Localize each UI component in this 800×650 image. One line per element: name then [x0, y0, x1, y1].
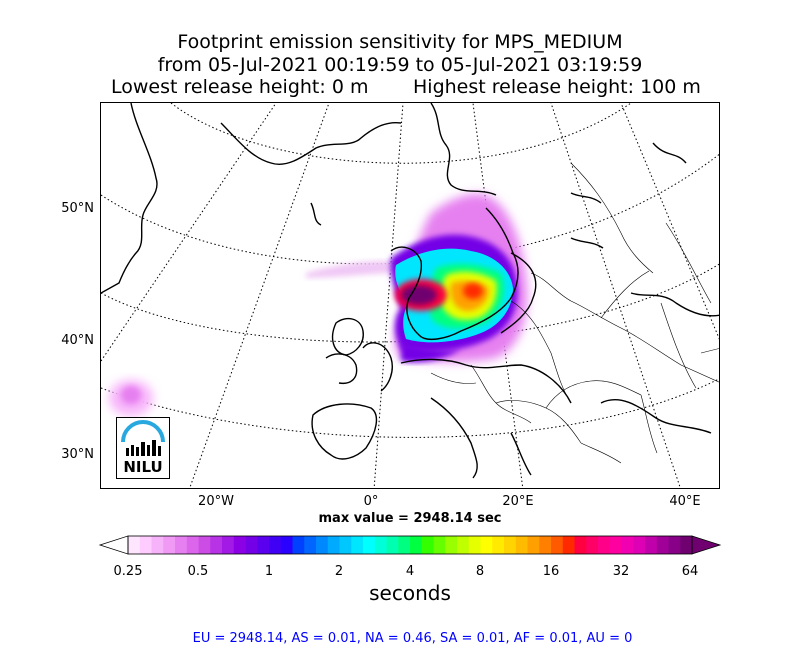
- colorbar-cells: [128, 536, 693, 554]
- colorbar-cell: [245, 536, 258, 554]
- colorbar: [98, 535, 722, 555]
- latitude-circle-60n: [101, 153, 719, 265]
- colorbar-cell: [668, 536, 681, 554]
- colorbar-cell: [398, 536, 411, 554]
- colorbar-cell: [645, 536, 658, 554]
- colorbar-cell: [269, 536, 282, 554]
- colorbar-cell: [468, 536, 481, 554]
- colorbar-cell: [457, 536, 470, 554]
- colorbar-tick-64: 64: [681, 564, 699, 579]
- region-totals: EU = 2948.14, AS = 0.01, NA = 0.46, SA =…: [192, 631, 633, 646]
- lon-label-0: 0°: [363, 494, 379, 509]
- colorbar-cell: [433, 536, 446, 554]
- meridian-60e: [620, 103, 719, 340]
- colorbar-cell: [151, 536, 164, 554]
- lon-label-40e: 40°E: [669, 494, 701, 509]
- colorbar-cell: [186, 536, 199, 554]
- colorbar-cell: [222, 536, 235, 554]
- colorbar-cell: [609, 536, 622, 554]
- colorbar-cell: [316, 536, 329, 554]
- meridian-0: [373, 103, 404, 488]
- colorbar-cell: [351, 536, 364, 554]
- colorbar-cell: [598, 536, 611, 554]
- colorbar-cell: [527, 536, 540, 554]
- colorbar-cell: [339, 536, 352, 554]
- colorbar-cell: [445, 536, 458, 554]
- colorbar-tick-0.5: 0.5: [187, 564, 209, 579]
- colorbar-cell: [175, 536, 188, 554]
- meridian-20e: [472, 103, 524, 488]
- colorbar-label: seconds: [369, 581, 451, 605]
- colorbar-cell: [163, 536, 176, 554]
- colorbar-cell: [621, 536, 634, 554]
- colorbar-cell: [233, 536, 246, 554]
- colorbar-tick-32: 32: [612, 564, 630, 579]
- colorbar-frame: [127, 535, 693, 555]
- map-title: Footprint emission sensitivity for MPS_M…: [177, 31, 623, 53]
- colorbar-tick-1: 1: [264, 564, 274, 579]
- colorbar-cell: [139, 536, 152, 554]
- colorbar-cell: [128, 536, 141, 554]
- colorbar-tick-4: 4: [405, 564, 415, 579]
- latitude-circle-40n: [101, 378, 719, 438]
- colorbar-cell: [633, 536, 646, 554]
- colorbar-cell: [363, 536, 376, 554]
- nilu-logo: NILU: [116, 417, 170, 479]
- borders: [430, 162, 719, 464]
- lat-label-30n: 30°N: [61, 447, 94, 462]
- colorbar-cell: [586, 536, 599, 554]
- coastlines: [101, 103, 719, 479]
- highest-release-height: Highest release height: 100 m: [413, 76, 701, 98]
- colorbar-cell: [280, 536, 293, 554]
- meridian-40e: [550, 103, 681, 488]
- map-panel[interactable]: [100, 102, 720, 489]
- colorbar-extend-high: [691, 535, 722, 555]
- colorbar-cell: [656, 536, 669, 554]
- lon-label-20w: 20°W: [198, 494, 234, 509]
- colorbar-cell: [421, 536, 434, 554]
- meridian-40w: [101, 103, 277, 362]
- colorbar-cell: [551, 536, 564, 554]
- meridian-20w: [189, 103, 330, 488]
- colorbar-cell: [210, 536, 223, 554]
- lat-label-40n: 40°N: [61, 333, 94, 348]
- nilu-logo-text: NILU: [123, 458, 163, 476]
- colorbar-cell: [515, 536, 528, 554]
- map-time-range: from 05-Jul-2021 00:19:59 to 05-Jul-2021…: [157, 54, 643, 76]
- colorbar-cell: [504, 536, 517, 554]
- colorbar-extend-low: [98, 535, 129, 555]
- colorbar-cell: [304, 536, 317, 554]
- colorbar-cell: [292, 536, 305, 554]
- lat-label-50n: 50°N: [61, 201, 94, 216]
- footprint-plume: [109, 193, 528, 416]
- graticule: [101, 103, 719, 488]
- colorbar-tick-16: 16: [542, 564, 560, 579]
- colorbar-cell: [492, 536, 505, 554]
- colorbar-cell: [374, 536, 387, 554]
- lon-label-20e: 20°E: [502, 494, 534, 509]
- colorbar-cell: [480, 536, 493, 554]
- colorbar-tick-0.25: 0.25: [113, 564, 143, 579]
- nilu-logo-mark: [121, 420, 165, 456]
- colorbar-cell: [198, 536, 211, 554]
- latitude-circle-70n: [170, 103, 632, 164]
- colorbar-cell: [539, 536, 552, 554]
- colorbar-cell: [562, 536, 575, 554]
- colorbar-tick-2: 2: [334, 564, 344, 579]
- colorbar-tick-8: 8: [475, 564, 485, 579]
- colorbar-cell: [386, 536, 399, 554]
- colorbar-cell: [257, 536, 270, 554]
- map-canvas: [101, 103, 719, 488]
- colorbar-cell: [327, 536, 340, 554]
- colorbar-cell: [574, 536, 587, 554]
- colorbar-cell: [680, 536, 693, 554]
- lowest-release-height: Lowest release height: 0 m: [111, 76, 369, 98]
- colorbar-cell: [410, 536, 423, 554]
- max-value-label: max value = 2948.14 sec: [318, 511, 502, 526]
